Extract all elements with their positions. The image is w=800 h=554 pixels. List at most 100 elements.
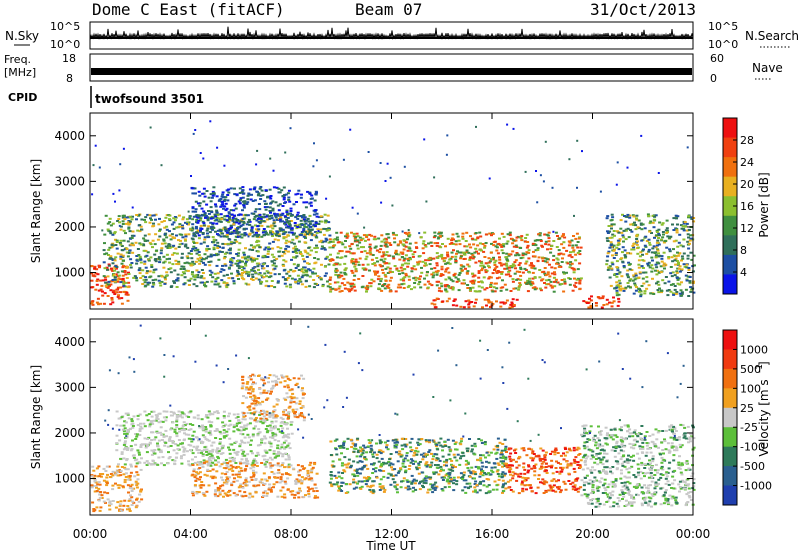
- echo-cell: [108, 257, 112, 260]
- echo-cell: [610, 213, 614, 216]
- echo-cell: [279, 229, 283, 232]
- echo-cell: [186, 255, 189, 258]
- echo-cell: [119, 239, 123, 242]
- echo-cell: [531, 282, 535, 285]
- echo-cell: [635, 286, 638, 289]
- echo-cell: [308, 223, 312, 225]
- echo-cell: [265, 479, 269, 482]
- echo-cell: [123, 420, 127, 423]
- echo-cell: [278, 430, 282, 433]
- echo-cell: [286, 216, 290, 219]
- echo-cell: [568, 283, 572, 286]
- echo-cell: [281, 486, 285, 489]
- echo-cell: [187, 252, 191, 255]
- echo-cell: [282, 375, 286, 378]
- echo-cell: [306, 469, 310, 472]
- echo-cell: [484, 233, 488, 236]
- echo-cell: [263, 454, 267, 457]
- echo-cell: [288, 389, 292, 392]
- echo-cell: [152, 283, 156, 286]
- echo-cell: [474, 261, 478, 264]
- echo-cell: [605, 237, 609, 240]
- echo-cell: [493, 261, 497, 264]
- echo-cell: [271, 227, 275, 230]
- echo-cell: [403, 257, 407, 260]
- echo-cell: [417, 443, 421, 446]
- echo-cell: [376, 278, 380, 281]
- echo-cell: [262, 216, 266, 219]
- echo-cell: [223, 198, 227, 201]
- echo-cell: [641, 259, 645, 262]
- echo-cell: [357, 263, 361, 266]
- echo-cell: [502, 235, 506, 238]
- echo-cell: [139, 225, 143, 228]
- echo-cell: [188, 217, 192, 220]
- echo-cell: [258, 431, 262, 434]
- echo-cell: [173, 237, 176, 240]
- echo-cell: [643, 244, 647, 247]
- echo-cell: [676, 263, 680, 266]
- echo-cell: [221, 446, 225, 449]
- echo-cell: [307, 495, 311, 498]
- echo-cell: [160, 462, 163, 465]
- echo-cell: [361, 275, 365, 277]
- echo-cell: [181, 442, 184, 445]
- echo-cell: [94, 272, 98, 275]
- echo-cell: [209, 412, 213, 415]
- echo-cell: [136, 414, 140, 417]
- echo-cell: [235, 193, 239, 196]
- freq-unit: [MHz]: [4, 66, 36, 79]
- echo-cell: [210, 196, 214, 199]
- echo-cell: [269, 392, 272, 395]
- echo-cell: [607, 225, 611, 227]
- echo-cell: [173, 459, 177, 462]
- echo-cell: [281, 427, 285, 430]
- echo-cell: [234, 202, 238, 205]
- echo-cell: [120, 451, 124, 454]
- echo-cell: [202, 261, 205, 264]
- echo-cell: [286, 417, 290, 420]
- echo-cell: [256, 190, 259, 193]
- echo-cell: [276, 464, 280, 467]
- echo-cell: [221, 232, 224, 235]
- echo-cell: [264, 437, 268, 440]
- echo-cell: [519, 257, 523, 260]
- echo-cell: [139, 490, 143, 493]
- echo-cell: [151, 422, 155, 425]
- echo-cell: [247, 392, 251, 395]
- echo-cell: [394, 290, 398, 293]
- echo-cell: [382, 251, 385, 254]
- echo-cell: [617, 297, 621, 300]
- echo-cell: [116, 280, 120, 283]
- echo-cell: [235, 229, 239, 232]
- echo-cell: [193, 484, 197, 487]
- echo-cell: [135, 218, 138, 221]
- echo-cell: [205, 216, 209, 219]
- echo-cell: [152, 268, 156, 271]
- echo-cell: [232, 460, 236, 463]
- echo-cell: [172, 217, 176, 220]
- echo-cell: [446, 267, 450, 270]
- echo-cell: [572, 267, 576, 270]
- echo-cell: [166, 445, 170, 448]
- echo-cell: [276, 476, 280, 479]
- echo-cell: [373, 270, 376, 273]
- echo-cell: [158, 261, 162, 264]
- echo-cell: [225, 207, 229, 210]
- echo-speckle: [403, 165, 406, 168]
- echo-cell: [606, 252, 610, 255]
- echo-cell: [293, 415, 297, 418]
- echo-cell: [171, 459, 175, 462]
- echo-cell: [287, 189, 291, 192]
- echo-cell: [207, 410, 211, 413]
- echo-cell: [162, 266, 166, 269]
- echo-cell: [125, 266, 129, 269]
- echo-cell: [235, 422, 239, 425]
- echo-cell: [237, 465, 241, 468]
- echo-cell: [209, 433, 212, 436]
- echo-cell: [96, 273, 100, 276]
- echo-cell: [121, 274, 125, 277]
- echo-cell: [269, 426, 273, 429]
- echo-cell: [558, 283, 562, 286]
- echo-cell: [263, 442, 267, 445]
